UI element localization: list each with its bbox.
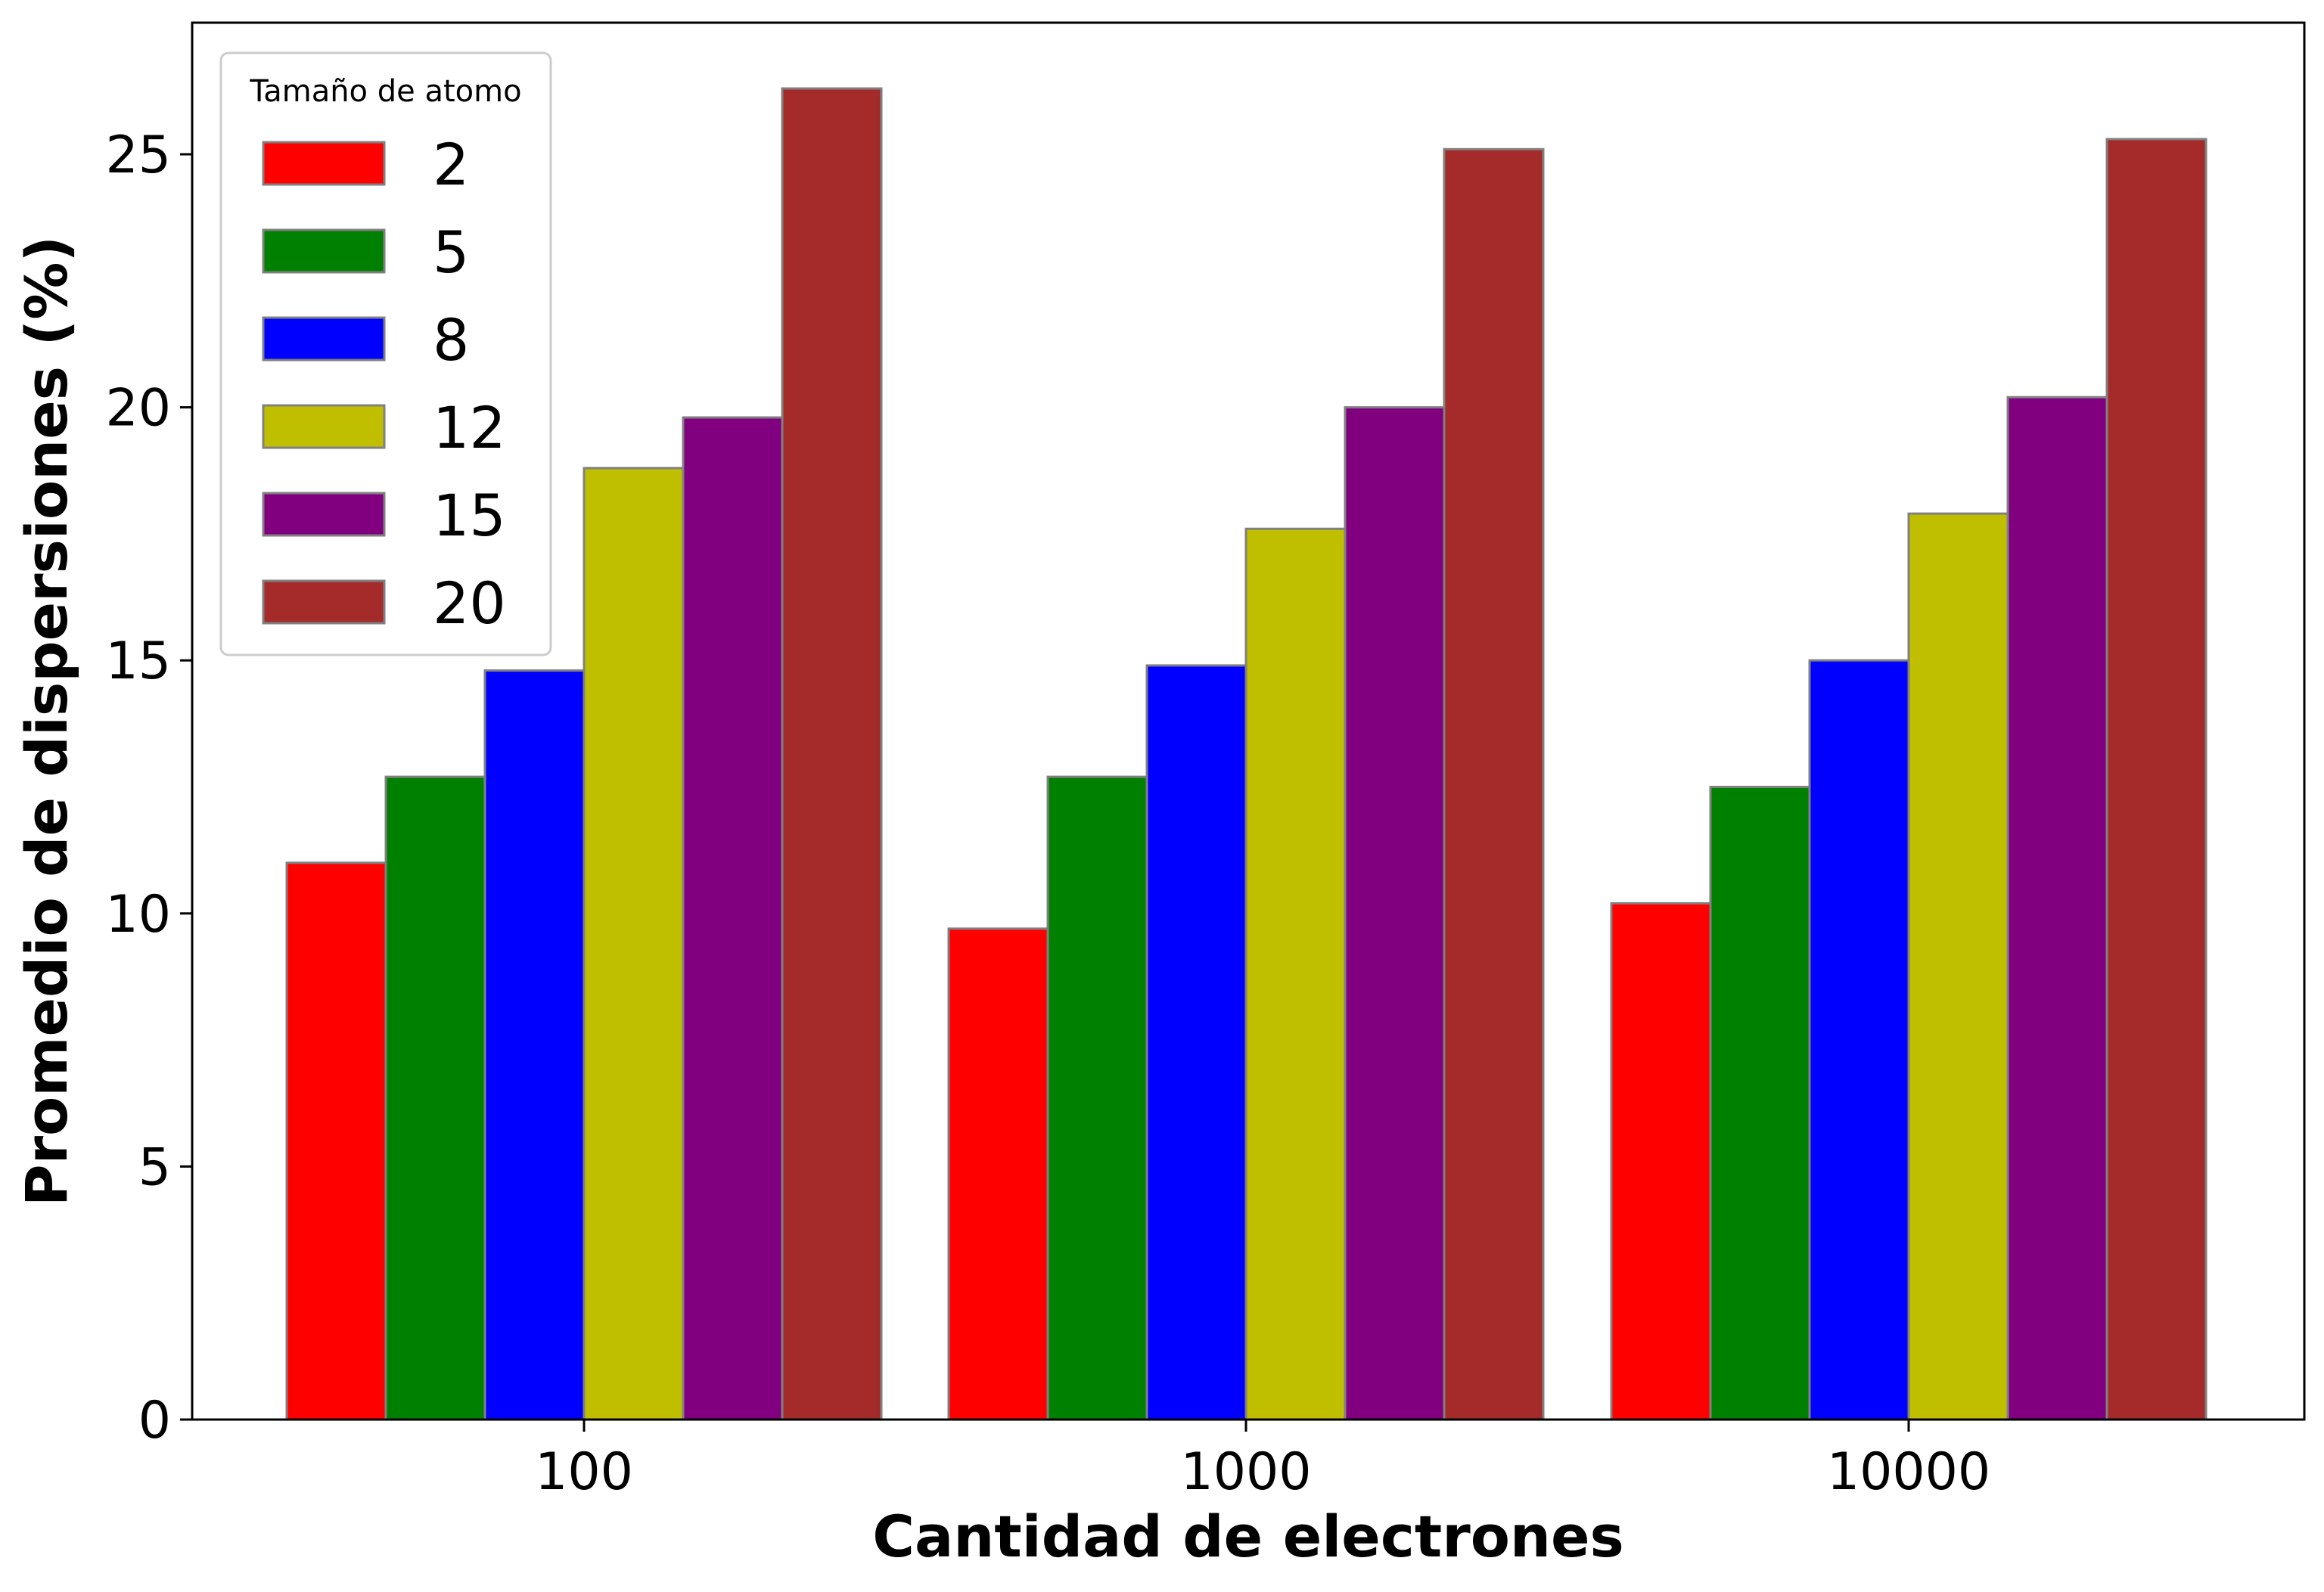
legend-swatch-15 <box>262 492 386 537</box>
bar-5-10000 <box>1709 785 1811 1421</box>
bar-5-100 <box>384 775 486 1421</box>
bar-15-100 <box>682 416 784 1421</box>
bar-8-1000 <box>1145 664 1247 1421</box>
x-axis-ticks: 100 1000 10000 <box>535 1420 1990 1502</box>
bar-2-100 <box>285 861 387 1421</box>
bar-8-10000 <box>1808 659 1910 1421</box>
x-tick-label: 100 <box>535 1442 633 1502</box>
bar-20-100 <box>781 87 883 1421</box>
y-axis-label: Promedio de dispersiones (%) <box>13 236 80 1206</box>
legend-swatch-2 <box>262 141 386 186</box>
bar-20-1000 <box>1443 147 1545 1421</box>
legend-label-2: 2 <box>433 131 469 198</box>
x-tick-label: 10000 <box>1827 1442 1990 1502</box>
bar-8-100 <box>483 669 586 1421</box>
plot-frame <box>191 21 2306 1421</box>
bar-15-10000 <box>2006 396 2108 1421</box>
y-tick-label: 15 <box>105 632 171 691</box>
y-tick-label: 0 <box>138 1391 171 1451</box>
legend-label-8: 8 <box>433 306 469 374</box>
bar-12-10000 <box>1907 512 2009 1421</box>
bar-2-1000 <box>947 927 1049 1421</box>
legend-swatch-8 <box>262 316 386 362</box>
legend-swatch-12 <box>262 404 386 449</box>
legend-label-20: 20 <box>433 569 506 637</box>
legend-title: Tamaño de atomo <box>249 74 521 109</box>
y-tick-label: 10 <box>105 885 171 945</box>
bar-20-10000 <box>2105 138 2207 1421</box>
bars-layer <box>285 87 2207 1421</box>
y-tick-label: 25 <box>105 126 171 185</box>
y-tick-label: 20 <box>105 379 171 439</box>
y-tick-label: 5 <box>138 1137 171 1197</box>
legend-swatch-20 <box>262 579 386 625</box>
legend-label-12: 12 <box>433 394 506 461</box>
bar-2-10000 <box>1610 902 1712 1421</box>
legend-items: 2 5 8 12 15 20 <box>262 131 506 637</box>
bar-5-1000 <box>1046 775 1148 1421</box>
x-axis-label: Cantidad de electrones <box>872 1503 1624 1570</box>
legend-swatch-5 <box>262 228 386 274</box>
y-axis-ticks: 0 5 10 15 20 25 <box>105 126 192 1451</box>
legend-label-15: 15 <box>433 482 506 549</box>
legend: Tamaño de atomo 2 5 8 12 15 20 <box>219 51 552 656</box>
x-tick-label: 1000 <box>1180 1442 1311 1502</box>
legend-label-5: 5 <box>433 219 469 286</box>
bar-12-1000 <box>1244 527 1347 1421</box>
bar-12-100 <box>583 467 685 1421</box>
bar-15-1000 <box>1344 406 1446 1421</box>
